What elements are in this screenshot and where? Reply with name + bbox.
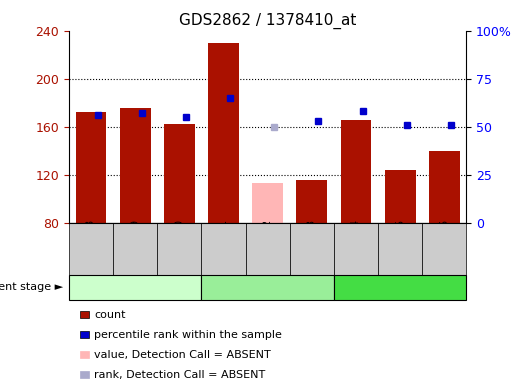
Bar [120, 108, 151, 223]
Text: percentile rank within the sample: percentile rank within the sample [94, 330, 282, 340]
Text: GSM206011: GSM206011 [218, 219, 228, 278]
Text: GSM206016: GSM206016 [439, 219, 449, 278]
Text: GSM206010: GSM206010 [174, 219, 184, 278]
Text: GSM206014: GSM206014 [351, 219, 361, 278]
Bar [429, 151, 460, 223]
Text: rank, Detection Call = ABSENT: rank, Detection Call = ABSENT [94, 370, 266, 380]
Text: later puberty: later puberty [359, 281, 441, 293]
Text: development stage ►: development stage ► [0, 282, 64, 292]
Text: GSM206009: GSM206009 [130, 219, 140, 278]
Text: value, Detection Call = ABSENT: value, Detection Call = ABSENT [94, 350, 271, 360]
Bar [296, 180, 328, 223]
Text: count: count [94, 310, 126, 320]
Text: GSM206012: GSM206012 [263, 219, 272, 278]
Text: juvenile: juvenile [111, 281, 160, 293]
Bar [76, 112, 107, 223]
Bar [385, 170, 416, 223]
Text: GSM206015: GSM206015 [395, 219, 405, 278]
Text: early puberty: early puberty [226, 281, 310, 293]
Bar [340, 119, 372, 223]
Title: GDS2862 / 1378410_at: GDS2862 / 1378410_at [179, 13, 356, 29]
Text: GSM206008: GSM206008 [86, 219, 96, 278]
Text: GSM206013: GSM206013 [307, 219, 317, 278]
Bar [164, 124, 195, 223]
Bar [252, 183, 283, 223]
Bar [208, 43, 239, 223]
